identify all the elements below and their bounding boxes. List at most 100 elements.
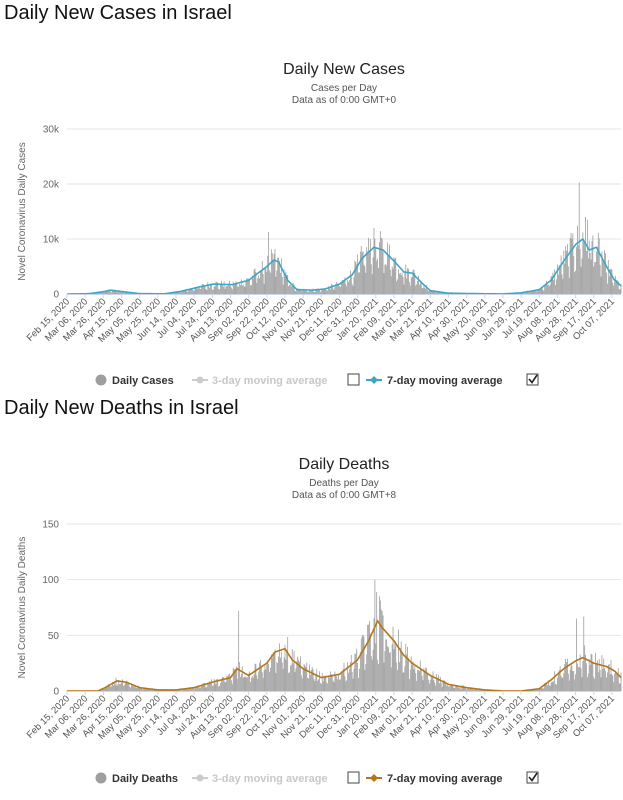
daily-bar[interactable] [258,275,260,294]
daily-bar[interactable] [306,662,308,691]
daily-bar[interactable] [395,257,397,294]
daily-bar[interactable] [262,677,264,691]
daily-bar[interactable] [596,663,597,691]
daily-bar[interactable] [448,686,450,691]
daily-bar[interactable] [565,246,566,294]
daily-bar[interactable] [259,278,260,294]
daily-bar[interactable] [456,685,458,691]
daily-bar[interactable] [250,681,251,691]
daily-bar[interactable] [300,290,301,294]
daily-bar[interactable] [193,290,195,294]
daily-bar[interactable] [237,679,239,691]
daily-bar[interactable] [614,673,616,691]
daily-bar[interactable] [429,679,431,691]
daily-bar[interactable] [246,278,248,294]
daily-bar[interactable] [409,285,411,294]
daily-bar[interactable] [397,670,398,691]
daily-bar[interactable] [385,264,387,294]
daily-bar[interactable] [307,677,309,691]
daily-bar[interactable] [358,677,359,691]
daily-bar[interactable] [184,289,186,294]
daily-bar[interactable] [388,647,389,691]
daily-bar[interactable] [282,284,284,294]
daily-bar[interactable] [230,680,232,691]
daily-bar[interactable] [305,666,307,691]
daily-bar[interactable] [261,672,263,691]
daily-bar[interactable] [608,664,610,691]
daily-bar[interactable] [574,271,576,294]
daily-bar[interactable] [565,658,566,691]
daily-bar[interactable] [601,251,603,294]
daily-bar[interactable] [538,688,540,691]
daily-bar[interactable] [243,286,245,294]
daily-bar[interactable] [583,616,585,691]
daily-bar[interactable] [289,284,290,294]
daily-bar[interactable] [260,271,261,294]
daily-bar[interactable] [362,634,364,691]
daily-bar[interactable] [373,227,375,294]
daily-bar[interactable] [577,663,578,691]
daily-bar[interactable] [419,282,421,294]
daily-bar[interactable] [588,240,590,294]
daily-bar[interactable] [394,641,396,691]
daily-bar[interactable] [197,686,199,691]
daily-bar[interactable] [406,654,408,691]
daily-bar[interactable] [420,669,422,691]
daily-bar[interactable] [274,248,276,294]
daily-bar[interactable] [332,288,334,294]
daily-bar[interactable] [349,280,350,294]
daily-bar[interactable] [439,676,441,691]
daily-bar[interactable] [577,666,579,691]
daily-bar[interactable] [404,666,406,691]
daily-bar[interactable] [267,255,269,294]
daily-bar[interactable] [359,668,360,691]
daily-bar[interactable] [619,289,621,294]
daily-bar[interactable] [257,678,259,691]
daily-bar[interactable] [278,257,280,294]
daily-bar[interactable] [302,288,304,294]
daily-bar[interactable] [399,273,400,294]
daily-bar[interactable] [348,282,349,294]
daily-bar[interactable] [315,290,317,294]
daily-bar[interactable] [572,233,574,295]
daily-bar[interactable] [418,275,419,294]
daily-bar[interactable] [549,686,551,691]
daily-bar[interactable] [376,591,378,691]
daily-bar[interactable] [373,618,375,691]
daily-bar[interactable] [558,670,560,691]
daily-bar[interactable] [242,284,244,294]
daily-bar[interactable] [557,264,558,294]
daily-bar[interactable] [422,680,424,691]
daily-bar[interactable] [211,685,213,691]
daily-bar[interactable] [576,246,577,294]
daily-bar[interactable] [461,685,463,691]
daily-bar[interactable] [329,677,330,691]
daily-bar[interactable] [319,671,320,691]
daily-bar[interactable] [231,289,233,294]
daily-bar[interactable] [603,260,605,294]
daily-bar[interactable] [339,286,341,294]
daily-bar[interactable] [232,281,234,294]
daily-bar[interactable] [403,672,405,691]
daily-bar[interactable] [618,682,620,691]
daily-bar[interactable] [129,686,131,691]
daily-bar[interactable] [428,290,430,294]
daily-bar[interactable] [363,636,365,691]
daily-bar[interactable] [527,291,529,294]
daily-bar[interactable] [255,272,257,294]
daily-bar[interactable] [604,668,606,691]
daily-bar[interactable] [403,284,405,294]
daily-bar[interactable] [122,685,124,691]
daily-bar[interactable] [222,677,224,691]
daily-bar[interactable] [213,286,215,294]
daily-bar[interactable] [253,269,255,294]
daily-bar[interactable] [298,288,299,294]
daily-bar[interactable] [317,680,319,691]
daily-bar[interactable] [231,683,233,691]
daily-bar[interactable] [112,681,113,691]
daily-bar[interactable] [581,258,583,294]
daily-bar[interactable] [328,676,329,691]
daily-bar[interactable] [589,665,591,691]
daily-bar[interactable] [125,292,127,294]
daily-bar[interactable] [291,286,293,294]
